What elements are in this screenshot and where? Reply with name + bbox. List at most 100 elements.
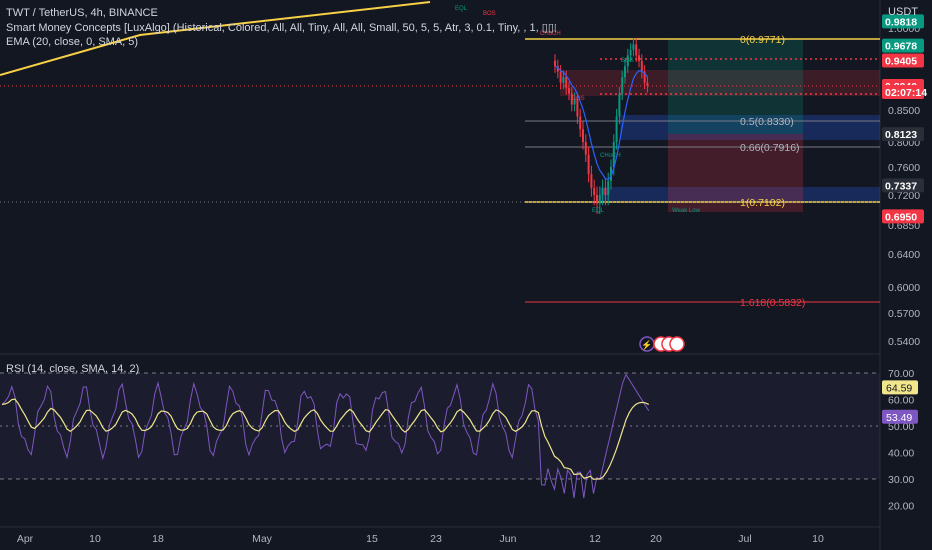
rsi-tick-label: 20.00 bbox=[888, 501, 914, 513]
trend-line[interactable] bbox=[0, 1, 431, 76]
price-axis[interactable]: 1.00000.85000.80000.76000.72000.68500.64… bbox=[882, 14, 927, 348]
candle-body bbox=[635, 44, 638, 56]
order-block-zone bbox=[560, 70, 880, 96]
rsi-tick-label: 30.00 bbox=[888, 474, 914, 486]
smc-label: EQL bbox=[592, 208, 605, 214]
time-tick-label: 12 bbox=[589, 533, 601, 545]
time-tick-label: May bbox=[252, 533, 273, 545]
rsi-ma-line bbox=[1, 398, 650, 480]
rsi-axis[interactable]: 70.00 60.00 50.00 40.00 30.00 20.00 64.59 53.49 bbox=[882, 368, 918, 513]
price-badge bbox=[882, 178, 924, 193]
price-badge-label: 0.9818 bbox=[885, 16, 917, 28]
candle-body bbox=[610, 167, 612, 181]
indicator-smc-legend[interactable]: Smart Money Concepts [LuxAlgo] (Historic… bbox=[6, 22, 556, 34]
time-tick-label: Jun bbox=[500, 533, 517, 545]
candle-body bbox=[607, 181, 610, 195]
ema-line bbox=[554, 65, 648, 180]
candle-body bbox=[624, 66, 626, 78]
candle-body bbox=[638, 55, 640, 61]
candle-body bbox=[582, 129, 584, 142]
rsi-tick-label: 60.00 bbox=[888, 395, 914, 407]
price-badge bbox=[882, 209, 924, 224]
smc-label: CHoCH bbox=[540, 31, 561, 37]
candle-body bbox=[598, 195, 601, 204]
price-tick-label: 0.7600 bbox=[888, 162, 920, 174]
rsi-line bbox=[1, 373, 650, 499]
price-tick-label: 0.5700 bbox=[888, 308, 920, 320]
price-tick-label: 0.6400 bbox=[888, 249, 920, 261]
time-tick-label: 10 bbox=[812, 533, 824, 545]
order-block-zone bbox=[620, 115, 880, 140]
candle-body bbox=[587, 154, 590, 174]
candles bbox=[554, 37, 649, 214]
candle-body bbox=[612, 142, 615, 167]
price-badge-label: 0.9678 bbox=[885, 41, 917, 53]
candle-body bbox=[562, 77, 565, 83]
candle-body bbox=[643, 71, 646, 83]
price-tick-label: 0.5400 bbox=[888, 336, 920, 348]
time-tick-label: 10 bbox=[89, 533, 101, 545]
price-badge bbox=[882, 127, 924, 142]
candle-body bbox=[559, 71, 562, 83]
time-tick-label: 20 bbox=[650, 533, 662, 545]
lightning-glyph: ⚡ bbox=[641, 339, 652, 351]
rsi-badge bbox=[882, 409, 918, 424]
candle-body bbox=[554, 60, 556, 67]
price-badge-label: 0.6950 bbox=[885, 211, 917, 223]
price-tick-label: 0.6000 bbox=[888, 282, 920, 294]
fib-level-label: 0(0.9771) bbox=[740, 34, 785, 46]
smc-label: BOS bbox=[572, 96, 585, 102]
candle-body bbox=[621, 77, 624, 94]
rsi-legend[interactable]: RSI (14, close, SMA, 14, 2) bbox=[6, 363, 140, 375]
candle-body bbox=[568, 88, 570, 94]
price-badge-label: 0.8123 bbox=[885, 129, 917, 141]
event-icons[interactable]: ⚡ bbox=[639, 336, 685, 352]
fib-level-label: 1.618(0.5832) bbox=[740, 297, 805, 309]
price-badge-label: 0.7337 bbox=[885, 180, 917, 192]
smc-label: CHoCH bbox=[600, 153, 621, 159]
smc-label: BOS bbox=[621, 58, 634, 64]
candle-body bbox=[579, 116, 582, 130]
price-badge-label: 02:07:14 bbox=[885, 87, 927, 99]
indicator-ema-legend[interactable]: EMA (20, close, 0, SMA, 5) bbox=[6, 36, 139, 48]
order-block-zone bbox=[600, 187, 880, 201]
candle-body bbox=[576, 99, 579, 117]
fib-level-label: 0.66(0.7916) bbox=[740, 142, 800, 154]
candle-body bbox=[596, 195, 598, 204]
candle-body bbox=[593, 188, 596, 195]
fib-level-label: 0.5(0.8330) bbox=[740, 116, 794, 128]
time-tick-label: Jul bbox=[738, 533, 751, 545]
candle-body bbox=[601, 188, 604, 195]
price-tick-label: 0.8500 bbox=[888, 105, 920, 117]
candle-body bbox=[632, 44, 635, 50]
candle-body bbox=[604, 188, 607, 195]
smc-label: EQL bbox=[455, 6, 468, 12]
candle-body bbox=[565, 77, 568, 89]
time-tick-label: 18 bbox=[152, 533, 164, 545]
candle-body bbox=[556, 66, 559, 72]
candle-body bbox=[570, 93, 573, 105]
candle-body bbox=[640, 60, 643, 72]
candle-body bbox=[573, 99, 576, 105]
price-badge-label: 0.9405 bbox=[885, 56, 917, 68]
rsi-badge bbox=[882, 380, 918, 395]
symbol-title[interactable]: TWT / TetherUS, 4h, BINANCE bbox=[6, 7, 158, 19]
time-tick-label: 23 bbox=[430, 533, 442, 545]
rsi-tick-label: 40.00 bbox=[888, 448, 914, 460]
candle-body bbox=[590, 174, 593, 188]
flag-icon bbox=[669, 336, 685, 352]
candle-body bbox=[615, 116, 618, 142]
candle-body bbox=[646, 82, 649, 86]
candle-body bbox=[618, 93, 621, 117]
smc-label: BOS bbox=[483, 11, 496, 17]
price-badge bbox=[882, 14, 924, 29]
time-tick-label: 15 bbox=[366, 533, 378, 545]
time-axis[interactable]: Apr 10 18 May 15 23 Jun 12 20 Jul 10 bbox=[17, 533, 824, 545]
price-badge bbox=[882, 38, 924, 53]
smc-label: Weak Low bbox=[672, 208, 701, 214]
rsi-tick-label: 50.00 bbox=[888, 421, 914, 433]
smc-labels: EQL BOS CHoCH BOS BOS CHoCH EQL Weak Low bbox=[455, 6, 701, 214]
price-badge bbox=[882, 53, 924, 68]
